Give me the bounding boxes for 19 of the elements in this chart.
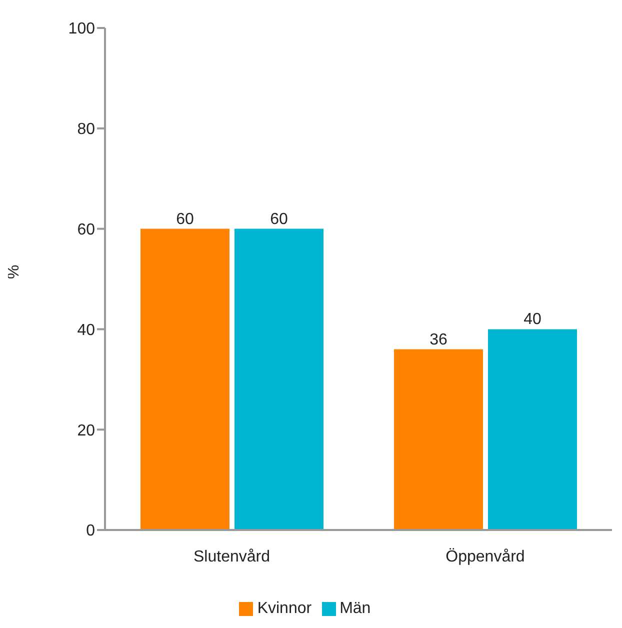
y-tick-label: 80 xyxy=(77,121,96,138)
y-tick-label: 0 xyxy=(86,522,96,540)
data-label: 60 xyxy=(176,210,194,228)
legend-label: Kvinnor xyxy=(257,600,312,617)
data-label: 36 xyxy=(430,331,448,348)
bar xyxy=(488,329,577,530)
y-axis-title: % xyxy=(6,264,23,279)
y-tick-label: 60 xyxy=(77,221,96,238)
y-tick-label: 40 xyxy=(77,322,96,339)
legend-label: Män xyxy=(340,600,371,617)
y-tick-label: 20 xyxy=(77,422,96,440)
bar xyxy=(394,349,483,530)
bar xyxy=(140,228,230,530)
y-tick-label: 100 xyxy=(68,20,96,38)
data-label: 40 xyxy=(524,311,542,328)
data-label: 60 xyxy=(270,210,288,228)
bar xyxy=(234,228,324,530)
x-tick-label: Slutenvård xyxy=(194,548,270,566)
x-tick-label: Öppenvård xyxy=(446,547,525,566)
